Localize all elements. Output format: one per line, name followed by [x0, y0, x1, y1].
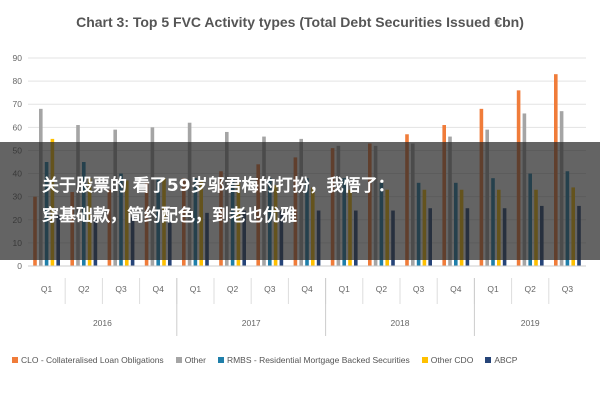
year-label: 2017	[242, 318, 261, 328]
legend-swatch	[175, 357, 182, 363]
legend-label: Other CDO	[430, 355, 474, 365]
year-label: 2018	[391, 318, 410, 328]
legend-entry: ABCP	[485, 355, 517, 365]
x-tick-label: Q3	[115, 284, 127, 294]
legend-label: ABCP	[494, 355, 518, 365]
x-tick-label: Q1	[487, 284, 499, 294]
overlay-banner[interactable]: 关于股票的 看了59岁邬君梅的打扮，我悟了： 穿基础款，简约配色，到老也优雅	[0, 142, 600, 260]
legend-swatch	[485, 357, 492, 363]
x-tick-label: Q1	[339, 284, 351, 294]
legend-swatch	[217, 357, 224, 363]
chart-title: Chart 3: Top 5 FVC Activity types (Total…	[76, 14, 524, 30]
year-label: 2016	[93, 318, 112, 328]
banner-line-1[interactable]: 关于股票的 看了59岁邬君梅的打扮，我悟了：	[42, 176, 395, 196]
legend-label: CLO - Collateralised Loan Obligations	[21, 355, 164, 365]
y-tick-label: 0	[17, 261, 22, 271]
x-tick-label: Q4	[153, 284, 165, 294]
x-tick-label: Q3	[264, 284, 276, 294]
x-axis-ticks: Q1 Q2 Q3 Q4 Q1 Q2 Q3 Q4 Q1 Q2 Q3 Q4 Q1 Q2 Q3	[28, 265, 586, 304]
x-tick-label: Q1	[41, 284, 53, 294]
year-labels: 2016 2017 2018 2019	[93, 278, 540, 336]
x-tick-label: Q2	[525, 284, 537, 294]
banner-line-2[interactable]: 穿基础款，简约配色，到老也优雅	[42, 206, 297, 226]
x-tick-label: Q2	[78, 284, 90, 294]
y-tick-label: 80	[13, 76, 23, 86]
x-tick-label: Q1	[190, 284, 202, 294]
y-tick-label: 60	[13, 122, 23, 132]
legend-entry: RMBS - Residential Mortgage Backed Secur…	[217, 355, 410, 365]
y-tick-label: 90	[13, 53, 23, 63]
x-tick-label: Q2	[376, 284, 388, 294]
legend-entry: Other CDO	[421, 355, 474, 365]
legend-swatch	[12, 357, 18, 363]
legend-label: Other	[184, 355, 206, 365]
x-tick-label: Q4	[450, 284, 462, 294]
x-tick-label: Q3	[413, 284, 425, 294]
x-tick-label: Q2	[227, 284, 239, 294]
x-tick-label: Q4	[301, 284, 313, 294]
legend-entry: CLO - Collateralised Loan Obligations	[12, 355, 164, 365]
legend: CLO - Collateralised Loan Obligations Oth…	[12, 352, 592, 368]
y-tick-label: 70	[13, 99, 23, 109]
legend-entry: Other	[175, 355, 206, 365]
x-tick-label: Q3	[562, 284, 574, 294]
legend-label: RMBS - Residential Mortgage Backed Secur…	[226, 355, 410, 365]
year-label: 2019	[521, 318, 540, 328]
legend-swatch	[421, 357, 428, 363]
